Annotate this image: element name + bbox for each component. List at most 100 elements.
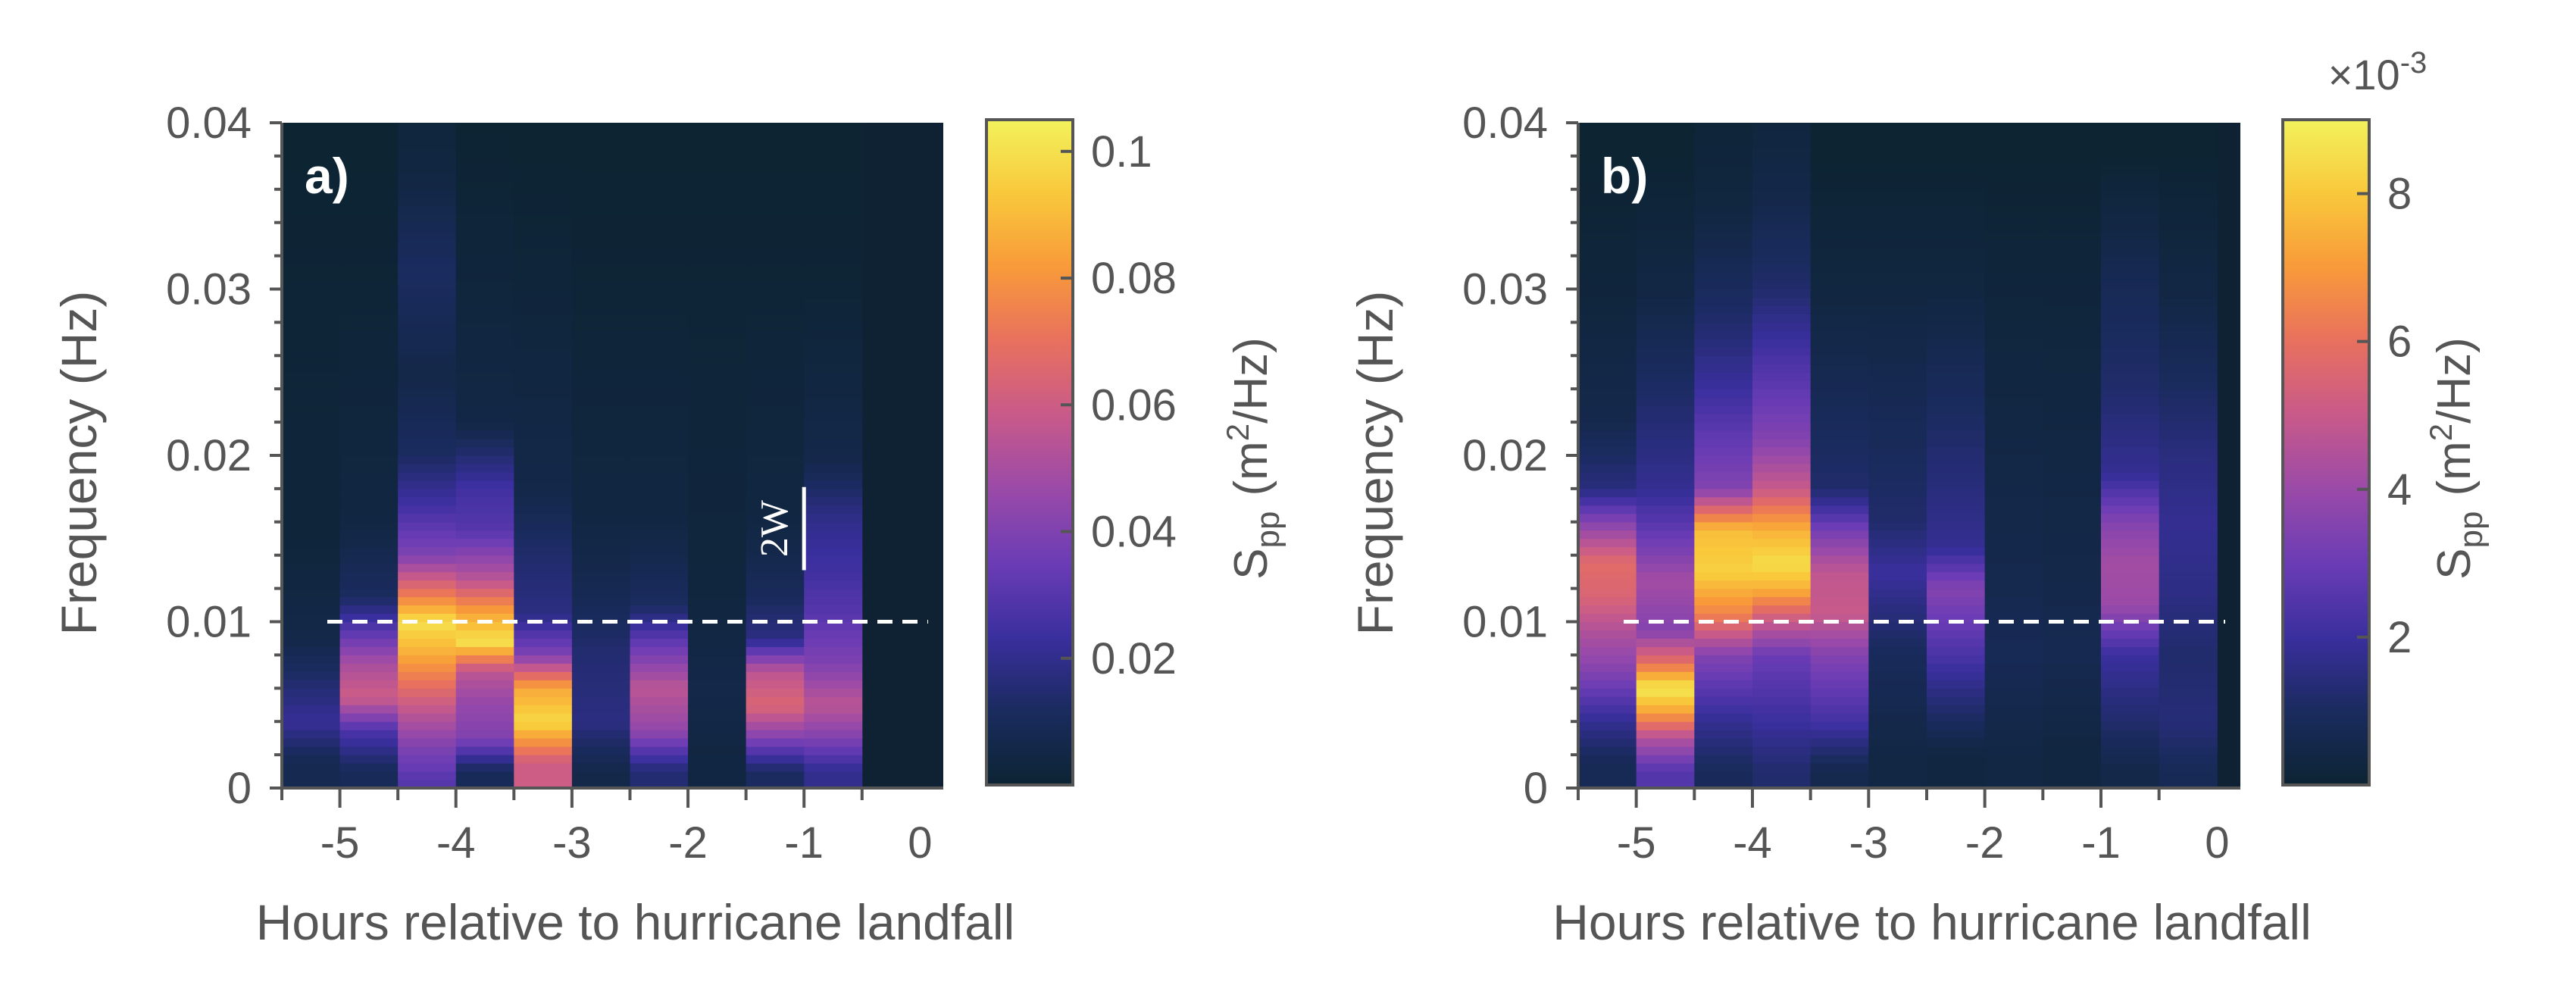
heatmap-cell: [1810, 455, 1869, 464]
heatmap-cell: [746, 721, 805, 730]
heatmap-cell: [1636, 280, 1695, 289]
heatmap-cell: [1636, 330, 1695, 339]
heatmap-cell: [1694, 347, 1753, 356]
heatmap-cell: [571, 488, 630, 498]
heatmap-cell: [571, 688, 630, 697]
heatmap-cell: [1810, 505, 1869, 514]
heatmap-cell: [1578, 738, 1637, 747]
heatmap-cell: [514, 638, 573, 647]
heatmap-cell: [2101, 780, 2160, 788]
heatmap-cell: [688, 471, 747, 481]
heatmap-cell: [571, 630, 630, 639]
heatmap-cell: [282, 705, 341, 714]
heatmap-cell: [1984, 638, 2043, 647]
heatmap-cell: [746, 330, 805, 339]
heatmap-cell: [2043, 289, 2102, 298]
heatmap-cell: [630, 214, 689, 224]
heatmap-cell: [1694, 646, 1753, 655]
heatmap-cell: [1868, 139, 1927, 149]
colorbar-tick-label: 0.1: [1091, 127, 1152, 177]
heatmap-cell: [1927, 771, 1986, 780]
heatmap-cell: [571, 123, 630, 132]
heatmap-cell: [1578, 571, 1637, 581]
heatmap-cell: [2043, 239, 2102, 249]
heatmap-cell: [1694, 780, 1753, 788]
heatmap-cell: [1810, 397, 1869, 406]
heatmap-cell: [630, 305, 689, 314]
heatmap-cell: [1694, 422, 1753, 431]
heatmap-cell: [1868, 230, 1927, 240]
heatmap-cell: [2043, 322, 2102, 331]
heatmap-cell: [571, 555, 630, 564]
heatmap-cell: [1868, 721, 1927, 730]
heatmap-cell: [1984, 205, 2043, 215]
heatmap-cell: [688, 339, 747, 348]
heatmap-cell: [630, 389, 689, 398]
heatmap-cell: [514, 630, 573, 639]
heatmap-cell: [514, 439, 573, 448]
heatmap-cell: [2101, 638, 2160, 647]
heatmap-cell: [282, 164, 341, 174]
heatmap-cell: [2101, 155, 2160, 165]
heatmap-cell: [630, 180, 689, 190]
heatmap-cell: [514, 680, 573, 689]
heatmap-cell: [1752, 197, 1812, 207]
heatmap-cell: [1578, 605, 1637, 615]
colorbar-tick-label: 4: [2387, 465, 2412, 514]
heatmap-cell: [1810, 513, 1869, 523]
heatmap-cell: [2159, 663, 2218, 672]
heatmap-cell: [2101, 255, 2160, 265]
heatmap-cell: [2159, 372, 2218, 381]
heatmap-cell: [630, 172, 689, 182]
heatmap-cell: [630, 538, 689, 548]
heatmap-cell: [1578, 380, 1637, 389]
heatmap-cell: [1636, 555, 1695, 564]
heatmap-cell: [514, 289, 573, 298]
colorbar-label-units-post: /Hz): [2428, 337, 2481, 424]
heatmap-cell: [339, 430, 399, 439]
heatmap-cell: [688, 247, 747, 257]
heatmap-cell: [398, 513, 457, 523]
heatmap-cell: [2043, 521, 2102, 531]
heatmap-cell: [804, 596, 863, 606]
heatmap-cell: [339, 380, 399, 389]
heatmap-cell: [630, 563, 689, 573]
heatmap-cell: [455, 322, 514, 331]
heatmap-cell: [514, 721, 573, 730]
heatmap-cell: [2101, 297, 2160, 306]
heatmap-cell: [1578, 297, 1637, 306]
heatmap-cell: [398, 339, 457, 348]
heatmap-cell: [1927, 447, 1986, 456]
heatmap-cell: [2043, 447, 2102, 456]
heatmap-cell: [282, 755, 341, 764]
heatmap-cell: [1694, 339, 1753, 348]
heatmap-cell: [1984, 463, 2043, 473]
heatmap-cell: [455, 646, 514, 655]
heatmap-cell: [2043, 655, 2102, 664]
heatmap-cell: [746, 613, 805, 622]
heatmap-cell: [804, 422, 863, 431]
heatmap-cell: [398, 780, 457, 788]
heatmap-cell: [2043, 164, 2102, 174]
heatmap-cell: [1927, 471, 1986, 481]
heatmap-cell: [804, 172, 863, 182]
heatmap-cell: [455, 314, 514, 323]
heatmap-cell: [1868, 680, 1927, 689]
heatmap-cell: [1578, 480, 1637, 489]
heatmap-cell: [1984, 389, 2043, 398]
heatmap-cell: [1636, 646, 1695, 655]
heatmap-cell: [746, 355, 805, 364]
heatmap-cell: [1752, 380, 1812, 389]
heatmap-cell: [746, 264, 805, 274]
heatmap-cell: [1636, 255, 1695, 265]
heatmap-cell: [514, 771, 573, 780]
x-tick-label: -2: [668, 818, 708, 868]
heatmap-cell: [1810, 663, 1869, 672]
heatmap-cell: [571, 355, 630, 364]
heatmap-cell: [2043, 364, 2102, 373]
heatmap-cell: [571, 480, 630, 489]
heatmap-cell: [571, 780, 630, 788]
heatmap-cell: [571, 771, 630, 780]
heatmap-cell: [282, 688, 341, 697]
heatmap-cell: [1752, 214, 1812, 224]
